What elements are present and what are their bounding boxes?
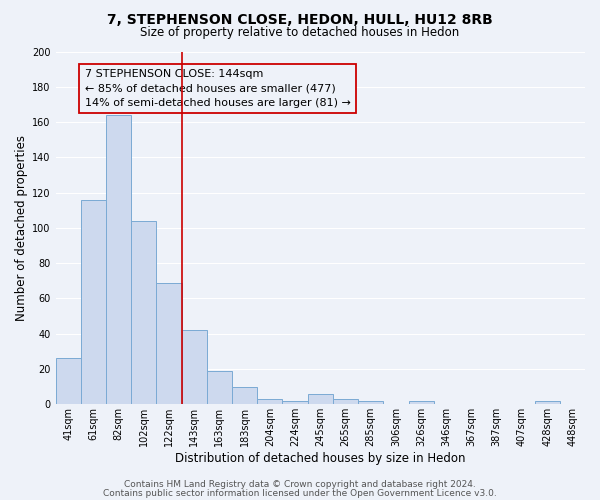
Bar [358, 401, 383, 404]
Text: 7, STEPHENSON CLOSE, HEDON, HULL, HU12 8RB: 7, STEPHENSON CLOSE, HEDON, HULL, HU12 8… [107, 12, 493, 26]
Bar [257, 399, 283, 404]
Text: Contains public sector information licensed under the Open Government Licence v3: Contains public sector information licen… [103, 488, 497, 498]
Bar [535, 401, 560, 404]
Text: 7 STEPHENSON CLOSE: 144sqm
← 85% of detached houses are smaller (477)
14% of sem: 7 STEPHENSON CLOSE: 144sqm ← 85% of deta… [85, 69, 350, 108]
Bar [232, 386, 257, 404]
Text: Size of property relative to detached houses in Hedon: Size of property relative to detached ho… [140, 26, 460, 39]
Text: Contains HM Land Registry data © Crown copyright and database right 2024.: Contains HM Land Registry data © Crown c… [124, 480, 476, 489]
Bar [157, 282, 182, 405]
Bar [56, 358, 81, 405]
Bar [131, 221, 157, 404]
Bar [409, 401, 434, 404]
Y-axis label: Number of detached properties: Number of detached properties [15, 135, 28, 321]
X-axis label: Distribution of detached houses by size in Hedon: Distribution of detached houses by size … [175, 452, 466, 465]
Bar [81, 200, 106, 404]
Bar [182, 330, 207, 404]
Bar [207, 371, 232, 404]
Bar [308, 394, 333, 404]
Bar [106, 115, 131, 405]
Bar [333, 399, 358, 404]
Bar [283, 401, 308, 404]
